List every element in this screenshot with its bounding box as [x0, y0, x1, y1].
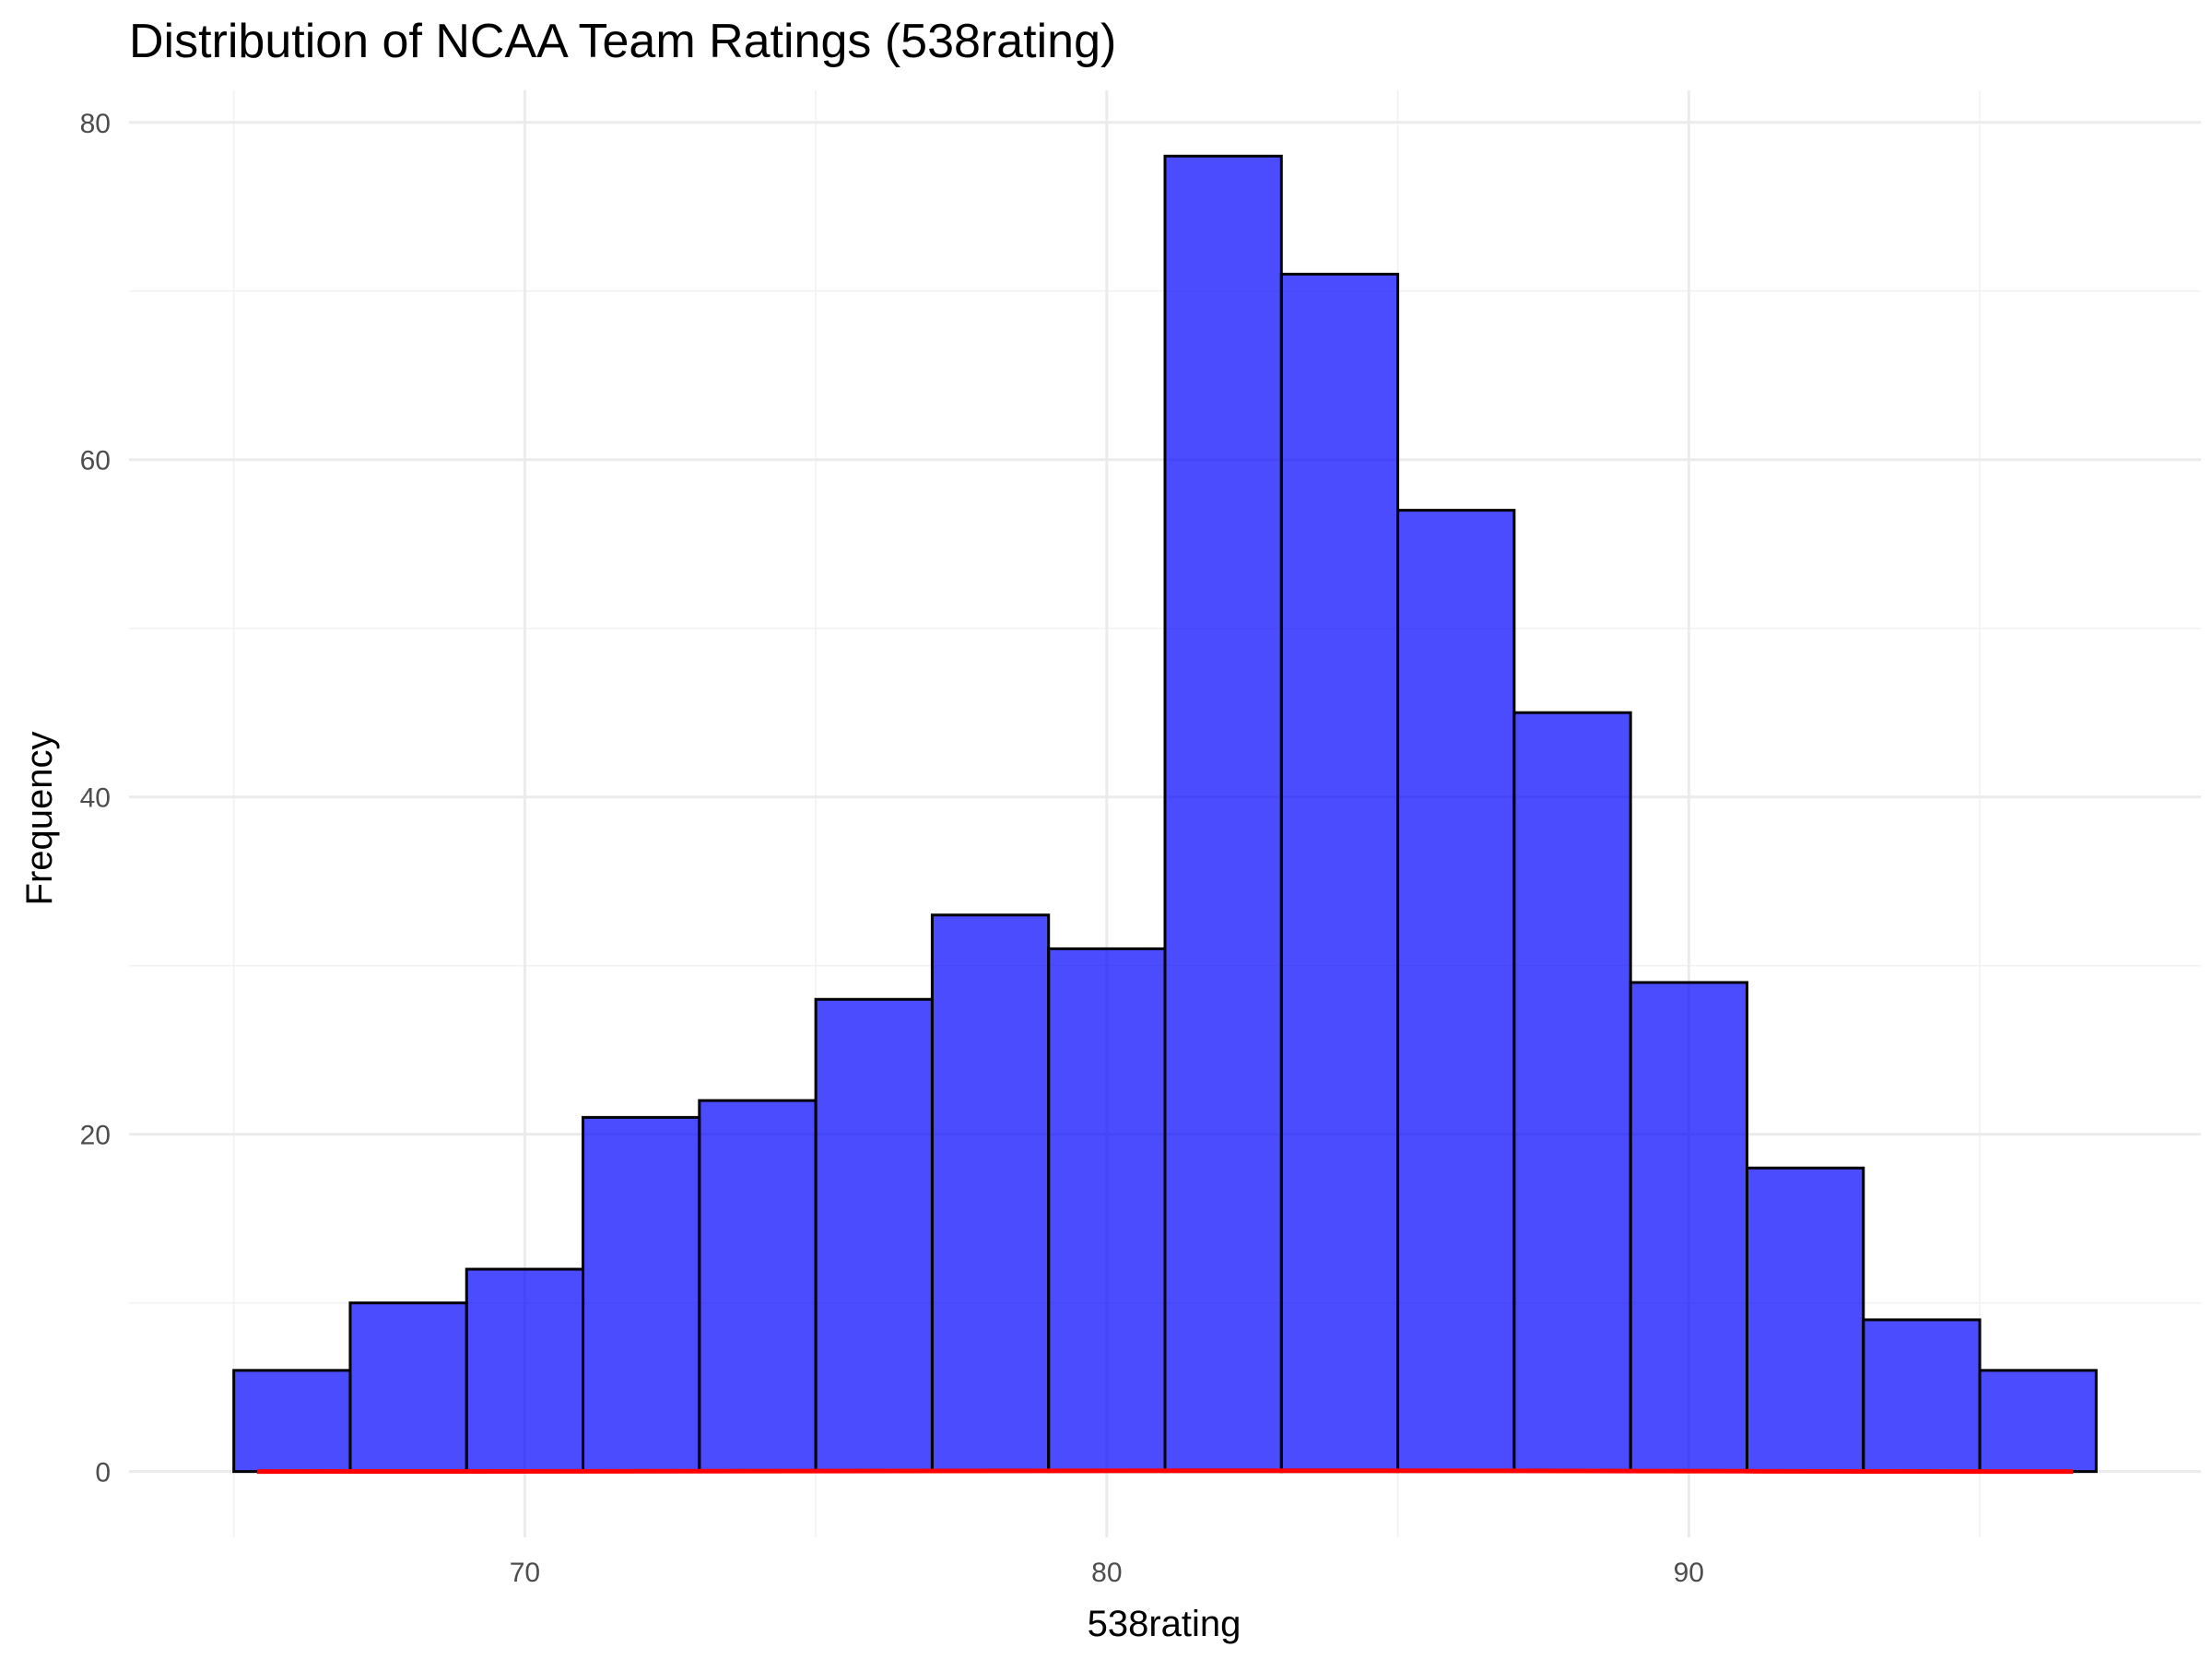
density-line-group	[256, 1468, 2074, 1475]
histogram-bar	[814, 997, 934, 1474]
y-tick-label: 0	[95, 1458, 111, 1488]
x-tick-label: 80	[1091, 1558, 1122, 1588]
histogram-bar	[1047, 947, 1167, 1474]
histogram-bar	[1862, 1318, 1982, 1474]
histogram-bar	[1745, 1166, 1865, 1474]
chart-title: Distribution of NCAA Team Ratings (538ra…	[129, 15, 1116, 68]
histogram-bar	[930, 913, 1051, 1474]
y-axis-ticks: 0 20 40 60 80	[80, 109, 111, 1488]
histogram-bar	[1279, 272, 1400, 1474]
histogram-bar	[348, 1301, 468, 1474]
x-tick-label: 90	[1674, 1558, 1704, 1588]
x-axis-title: 538rating	[1088, 1604, 1241, 1644]
y-tick-label: 20	[80, 1121, 111, 1151]
x-tick-label: 70	[510, 1558, 540, 1588]
y-tick-label: 40	[80, 783, 111, 814]
histogram-bar	[582, 1115, 701, 1474]
histogram-bars	[232, 154, 2098, 1474]
histogram-bar	[465, 1267, 585, 1474]
x-axis-ticks: 70 80 90	[510, 1558, 1704, 1588]
density-line	[256, 1468, 2074, 1475]
histogram-bar	[1512, 711, 1632, 1474]
histogram-bar	[1396, 509, 1516, 1474]
y-axis-title: Frequency	[19, 732, 60, 906]
histogram-bar	[698, 1099, 818, 1474]
histogram-bar	[1163, 154, 1283, 1474]
histogram-bar	[1978, 1369, 2098, 1474]
y-tick-label: 80	[80, 109, 111, 139]
histogram-bar	[232, 1369, 352, 1474]
histogram-bar	[1629, 981, 1748, 1474]
y-tick-label: 60	[80, 446, 111, 477]
